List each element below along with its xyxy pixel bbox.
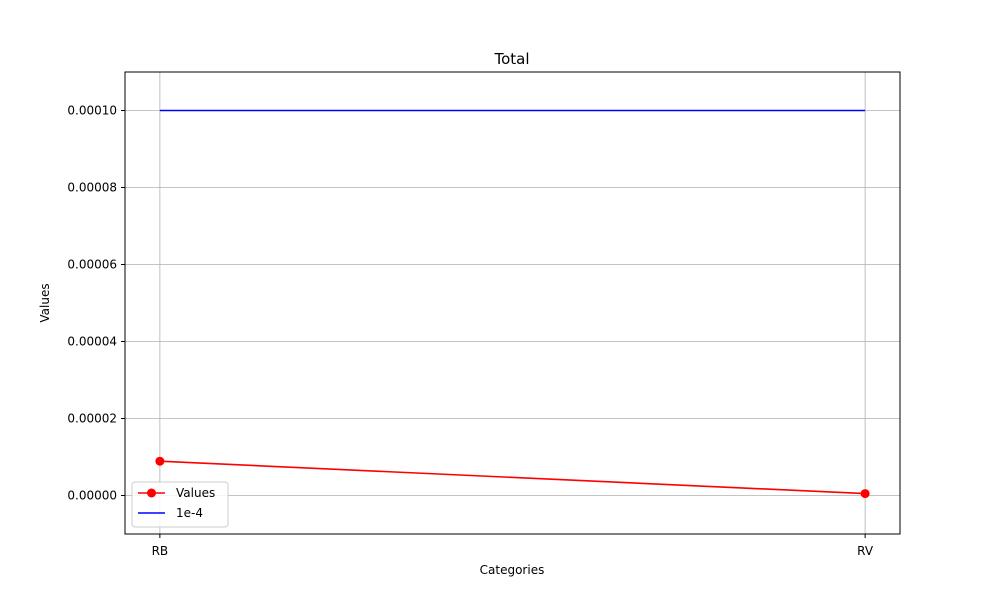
series-point [860,489,870,499]
series-point [155,456,165,466]
y-tick-label: 0.00010 [67,104,117,118]
legend-entry-label: 1e-4 [176,506,203,520]
chart-title: Total [493,50,529,68]
legend-entry-label: Values [176,486,215,500]
y-axis-label: Values [38,283,52,322]
y-tick-label: 0.00002 [67,412,117,426]
legend: Values 1e-4 [131,481,229,528]
y-tick-label: 0.00000 [67,489,117,503]
x-tick-label: RV [857,544,874,558]
plot-lines [155,109,870,499]
x-tick-label: RB [152,544,169,558]
axis-ticks: 0.00000 0.00002 0.00004 0.00006 0.00008 0.000… [67,104,873,559]
y-tick-label: 0.00008 [67,181,117,195]
series-line-0 [159,460,866,495]
x-axis-label: Categories [480,563,545,577]
y-tick-label: 0.00004 [67,335,117,349]
legend-swatch-marker [147,488,156,498]
y-tick-label: 0.00006 [67,258,117,272]
plot-frame [124,71,901,535]
